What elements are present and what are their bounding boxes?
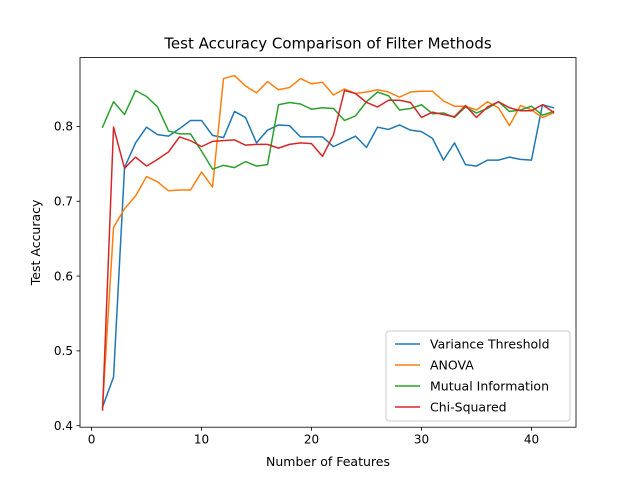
- y-tick-label: 0.5: [54, 344, 73, 358]
- y-tick-label: 0.6: [54, 269, 73, 283]
- plot-lines: [101, 74, 555, 411]
- x-tick-label: 0: [88, 433, 96, 447]
- legend-label-3: Chi-Squared: [430, 400, 507, 415]
- plot-frame: [79, 57, 577, 428]
- legend: Variance Threshold ANOVA Mutual Informatio…: [385, 330, 571, 422]
- legend-label-2: Mutual Information: [430, 379, 549, 394]
- x-tick-label: 20: [304, 433, 319, 447]
- x-axis: 0 10 20 30 40: [88, 427, 539, 447]
- series-line-3: [101, 89, 555, 411]
- legend-label-0: Variance Threshold: [430, 337, 550, 352]
- y-tick-label: 0.4: [54, 419, 73, 433]
- x-axis-label: Number of Features: [266, 454, 390, 469]
- x-tick-label: 40: [524, 433, 539, 447]
- series-line-0: [101, 103, 555, 408]
- y-axis: 0.4 0.5 0.6 0.7 0.8: [54, 120, 80, 433]
- x-tick-label: 10: [194, 433, 209, 447]
- x-tick-label: 30: [414, 433, 429, 447]
- y-tick-label: 0.7: [54, 195, 73, 209]
- chart-title: Test Accuracy Comparison of Filter Metho…: [163, 35, 492, 53]
- legend-box: [385, 330, 571, 422]
- y-axis-label: Test Accuracy: [28, 199, 43, 286]
- y-tick-label: 0.8: [54, 120, 73, 134]
- legend-label-1: ANOVA: [430, 358, 474, 373]
- series-line-1: [101, 74, 555, 408]
- series-line-2: [101, 89, 555, 170]
